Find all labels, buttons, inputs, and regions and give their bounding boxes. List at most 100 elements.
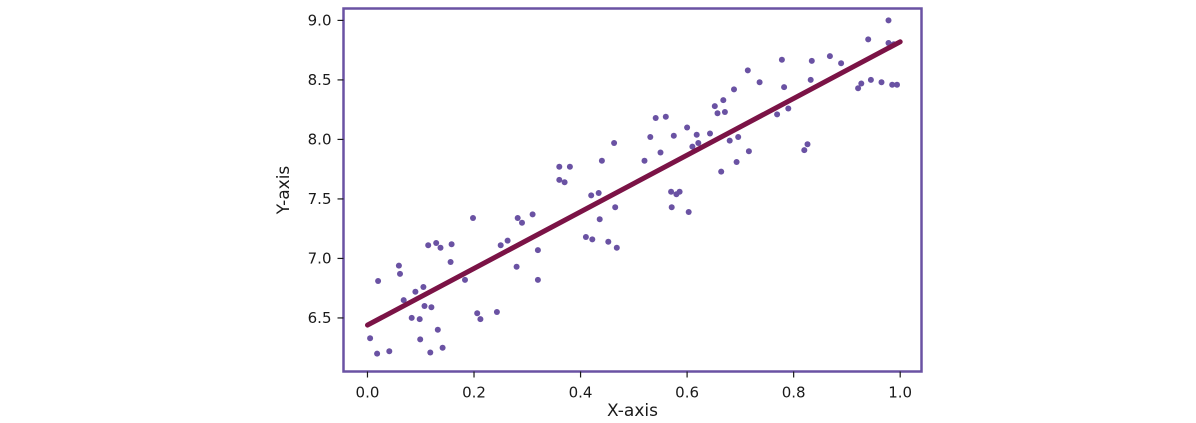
data-point [595, 190, 602, 196]
data-point [611, 140, 618, 146]
data-point [808, 57, 815, 64]
data-point [733, 159, 740, 165]
data-point [885, 17, 892, 24]
data-point [744, 67, 751, 74]
data-point [534, 276, 541, 283]
data-point [668, 204, 675, 211]
data-point [668, 188, 675, 195]
data-point [718, 168, 725, 175]
y-axis-label: Y-axis [274, 166, 294, 216]
data-point [858, 80, 865, 87]
data-point [504, 237, 511, 244]
data-point [605, 238, 612, 245]
data-point [514, 215, 521, 221]
data-point [596, 216, 603, 223]
data-point [425, 242, 432, 249]
data-point [693, 131, 700, 138]
data-point [420, 284, 427, 290]
data-point [662, 113, 669, 120]
data-point [447, 259, 454, 265]
x-tick-label: 0.2 [462, 384, 486, 402]
x-tick-label: 0.8 [782, 384, 806, 402]
y-axis-ticks: 6.5 7.0 7.5 8.0 8.5 9.0 [308, 11, 344, 327]
data-point [652, 115, 659, 121]
data-point [598, 157, 605, 164]
data-point [676, 188, 683, 195]
data-point [778, 56, 785, 63]
data-point [437, 244, 444, 251]
data-point [561, 179, 568, 186]
data-point [647, 134, 654, 140]
x-tick-label: 1.0 [888, 384, 912, 402]
data-point [477, 316, 484, 323]
fit-line [365, 39, 903, 328]
data-point [721, 109, 728, 115]
data-point [427, 349, 434, 356]
data-point [726, 137, 733, 144]
y-tick-label: 6.5 [308, 309, 332, 327]
data-point [556, 163, 563, 170]
x-axis-ticks: 0.0 0.2 0.4 0.6 0.8 1.0 [356, 371, 912, 402]
data-point [720, 97, 727, 104]
data-point [462, 276, 468, 283]
x-axis-label: X-axis [607, 401, 658, 421]
y-tick-label: 8.5 [308, 71, 332, 89]
data-point [894, 81, 900, 88]
data-point [695, 140, 702, 146]
data-point [588, 192, 595, 199]
data-point [804, 141, 811, 148]
data-point [529, 211, 536, 218]
data-point [566, 163, 573, 170]
data-point [731, 86, 737, 93]
data-point [497, 242, 504, 249]
data-point [613, 244, 620, 251]
data-point [889, 81, 896, 88]
data-point [556, 176, 563, 183]
data-point [421, 303, 428, 309]
data-point [801, 147, 808, 154]
data-point [397, 270, 403, 277]
data-point [689, 143, 696, 150]
data-point [534, 247, 541, 254]
data-point [374, 350, 381, 357]
data-point [589, 236, 596, 243]
data-point [439, 344, 446, 351]
x-tick-label: 0.0 [356, 384, 380, 402]
data-point [684, 124, 691, 131]
data-point [412, 288, 419, 295]
x-tick-label: 0.4 [569, 384, 593, 402]
data-point [838, 60, 845, 67]
data-point [612, 204, 619, 211]
data-point [470, 215, 476, 221]
data-point [386, 348, 393, 355]
data-point [735, 134, 742, 140]
data-point [714, 110, 721, 117]
data-point [433, 240, 440, 246]
data-point [670, 132, 677, 139]
data-point [367, 335, 374, 342]
data-point [855, 85, 862, 92]
y-tick-label: 9.0 [308, 11, 332, 29]
data-point [711, 103, 718, 110]
x-tick-label: 0.6 [675, 384, 699, 402]
data-point [865, 36, 872, 43]
data-point [519, 219, 525, 226]
data-point [867, 76, 874, 83]
data-point [408, 314, 415, 321]
data-point [434, 326, 441, 333]
data-point [756, 79, 763, 86]
y-tick-label: 7.0 [308, 249, 332, 267]
data-point [781, 84, 788, 91]
data-point [745, 148, 752, 155]
data-point [474, 310, 481, 317]
data-point [685, 209, 692, 215]
data-point [785, 105, 792, 112]
data-point [657, 149, 664, 156]
data-point [428, 304, 435, 311]
data-point [707, 130, 713, 137]
data-point [416, 316, 423, 323]
data-point [826, 53, 833, 60]
data-point [582, 234, 589, 240]
plot-area [365, 17, 903, 357]
y-tick-label: 8.0 [308, 130, 332, 148]
